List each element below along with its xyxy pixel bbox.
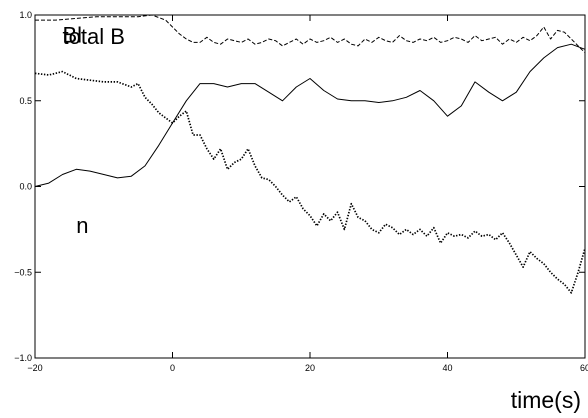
y-tick-label: −0.5 — [14, 267, 32, 277]
y-tick-label: 1.0 — [19, 10, 32, 20]
y-tick-label: 0.0 — [19, 182, 32, 192]
tick-labels: −20 0 20 40 60 −1.0 −0.5 0.0 0.5 1.0 — [14, 10, 588, 373]
x-tick-label: 20 — [305, 363, 315, 373]
series-label: Bl — [63, 22, 83, 47]
x-tick-label: 0 — [170, 363, 175, 373]
x-tick-label: 60 — [580, 363, 588, 373]
y-tick-label: −1.0 — [14, 353, 32, 363]
y-tick-label: 0.5 — [19, 96, 32, 106]
series-line-1 — [34, 43, 586, 187]
axis-ticks — [34, 14, 586, 359]
x-tick-label: −20 — [27, 363, 42, 373]
series-line-0 — [35, 14, 586, 54]
series-lines — [34, 14, 586, 294]
x-tick-label: 40 — [442, 363, 452, 373]
plot-frame — [34, 14, 586, 359]
series-line-2 — [34, 70, 586, 294]
series-label: total B — [63, 24, 125, 49]
series-label: n — [76, 213, 88, 238]
x-axis-title: time(s) — [511, 387, 581, 413]
series-annotations: total BBl n — [63, 22, 125, 237]
